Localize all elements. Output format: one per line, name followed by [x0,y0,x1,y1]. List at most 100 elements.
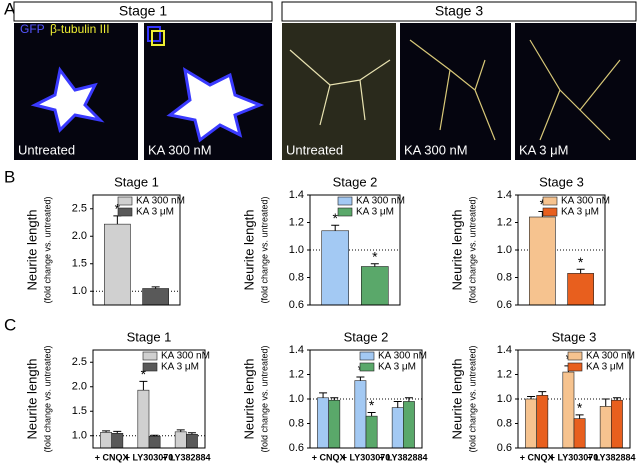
error-bar [393,400,402,408]
y-tick-label: 0.8 [497,271,512,283]
x-tick-label: + LY382884 [379,452,427,462]
bar [403,401,415,449]
legend-swatch [337,207,353,217]
y-tick-label: 1.4 [497,344,512,356]
y-tick-label: 1.2 [289,216,304,228]
y-label: Neurite length [241,359,256,440]
legend-swatch [359,362,375,372]
bar [328,399,341,449]
legend-text: KA 3 μM [136,207,174,218]
legend-text: KA 3 μM [561,207,599,218]
y-tick-label: 2.0 [72,230,87,242]
error-bar [150,434,159,437]
x-tick-label: + CNQX [95,452,129,462]
legend-text: β-tubulin III [50,22,110,36]
y-label: Neurite length [449,359,464,440]
legend-swatch [117,196,133,206]
y-tick-label: 1.4 [289,189,304,201]
significance: * [332,210,338,226]
y-label-sub: (fold change vs. untreated) [42,196,52,303]
plot-frame [92,349,206,449]
y-tick-label: 1.0 [497,244,512,256]
y-tick-label: 1.5 [72,258,87,270]
chart-title: Stage 2 [344,329,389,344]
bar [321,230,350,306]
image-label: KA 300 nM [404,142,468,157]
y-tick-label: 0.8 [289,271,304,283]
y-label-sub: (fold change vs. untreated) [259,196,269,303]
bar [365,415,378,449]
header: Stage 3 [435,3,483,19]
y-label: Neurite length [24,359,39,440]
y-tick-label: 2.5 [72,203,87,215]
error-bar [404,397,413,402]
bar [567,273,594,306]
bar [174,431,187,449]
significance: * [372,248,378,264]
chart-title: Stage 1 [114,174,159,189]
x-tick-label: + CNQX [520,452,554,462]
x-tick-label: + LY382884 [587,452,635,462]
legend-text: KA 300 nM [136,196,185,207]
bar [562,371,575,449]
panel-label: B [4,167,15,186]
error-bar [113,430,122,434]
significance: * [369,397,375,413]
y-label: Neurite length [241,210,256,291]
error-bar [612,397,621,401]
legend-swatch [142,351,158,361]
bar [611,399,623,449]
x-tick-label: + LY382884 [162,452,210,462]
y-label-sub: (fold change vs. untreated) [259,345,269,452]
x-tick-label: + LY303070 [342,452,390,462]
chart-title: Stage 1 [127,329,172,344]
bar [525,398,537,449]
error-bar [356,376,365,381]
legend-swatch [117,207,133,217]
y-tick-label: 1.4 [497,189,512,201]
legend-text: KA 300 nM [561,196,610,207]
bar [111,432,124,449]
y-tick-label: 0.6 [289,442,304,454]
x-tick-label: + CNQX [312,452,346,462]
error-bar [370,263,379,267]
significance: * [115,201,121,217]
y-tick-label: 1.0 [289,244,304,256]
y-tick-label: 2.0 [72,381,87,393]
x-tick-label: + LY303070 [125,452,173,462]
error-bar [139,380,148,391]
bar [148,435,161,449]
error-bar [331,224,340,231]
bar [391,407,404,449]
legend-text: KA 3 μM [356,207,394,218]
legend-swatch [542,196,558,206]
y-tick-label: 0.8 [289,417,304,429]
y-label-sub: (fold change vs. untreated) [42,345,52,452]
legend-text: KA 300 nM [378,351,427,362]
y-tick-label: 1.4 [289,344,304,356]
y-tick-label: 1.0 [72,430,87,442]
error-bar [187,432,196,435]
y-label-sub: (fold change vs. untreated) [467,345,477,452]
bar [137,389,150,449]
significance: * [578,254,584,270]
legend-swatch [359,351,375,361]
legend-text: KA 3 μM [378,362,416,373]
image-label: Untreated [286,142,343,157]
header-box [281,1,637,22]
bar [354,380,367,449]
plot-frame [92,194,181,306]
plot-frame [309,194,401,306]
legend-swatch [142,362,158,372]
y-tick-label: 1.2 [497,368,512,380]
chart-title: Stage 3 [552,329,597,344]
bar [536,395,549,449]
bar [186,433,198,449]
error-bar [538,391,547,396]
header-box [13,1,273,22]
plot-frame [309,349,423,449]
y-label: Neurite length [449,210,464,291]
error-bar [319,392,328,398]
chart-title: Stage 3 [539,174,584,189]
